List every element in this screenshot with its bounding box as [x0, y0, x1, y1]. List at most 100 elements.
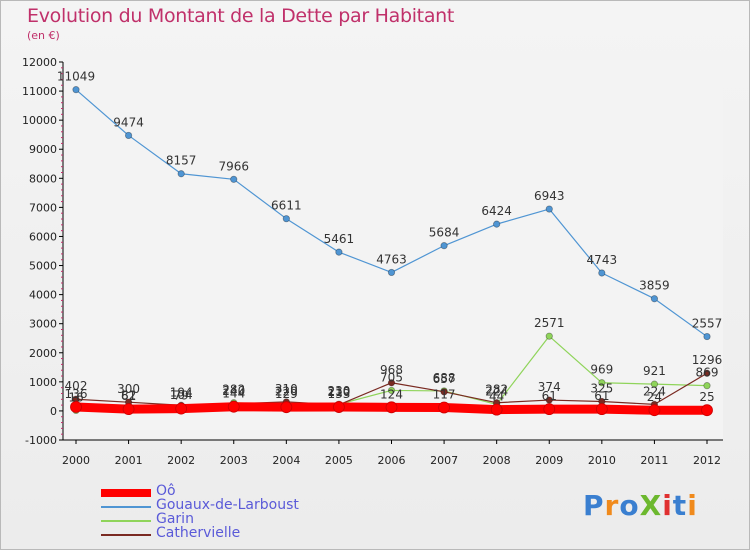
data-point-cathervielle: [387, 379, 396, 387]
data-point-garin: [387, 386, 396, 395]
legend-swatch-cathervielle: [101, 534, 151, 536]
data-label-cathervielle: 282: [485, 383, 508, 397]
y-tick-label: -1000: [25, 434, 57, 447]
data-label-garin: 230: [327, 384, 350, 398]
y-tick-label: 2000: [29, 347, 57, 360]
x-tick-label: 2002: [167, 454, 195, 467]
logo-letter: o: [619, 489, 640, 522]
data-point-o-: [385, 401, 398, 414]
data-label-cathervielle: 194: [170, 385, 193, 399]
data-label-o-: 144: [222, 387, 245, 401]
data-label-garin: 688: [433, 371, 456, 385]
logo-letter: X: [639, 489, 663, 522]
data-point-gouaux-de-larboust: [335, 248, 343, 256]
data-point-o-: [70, 401, 82, 413]
y-tick-label: 5000: [29, 260, 57, 273]
y-tick-label: 9000: [29, 143, 57, 156]
y-tick-label: 6000: [29, 230, 57, 243]
data-point-o-: [122, 403, 135, 416]
data-point-cathervielle: [440, 388, 448, 396]
data-point-garin: [703, 382, 711, 390]
chart-title: Evolution du Montant de la Dette par Hab…: [27, 5, 455, 27]
data-label-o-: 44: [489, 390, 504, 404]
y-tick-label: 8000: [29, 172, 57, 185]
x-tick-label: 2000: [62, 454, 90, 467]
data-label-gouaux-de-larboust: 7966: [218, 159, 249, 173]
y-tick-label: 7000: [29, 201, 57, 214]
data-label-gouaux-de-larboust: 8157: [166, 154, 197, 168]
logo-letter: P: [583, 489, 605, 522]
data-point-o-: [648, 404, 661, 417]
y-tick-label: 4000: [29, 289, 57, 302]
data-label-o-: 25: [699, 390, 714, 404]
data-label-garin: 921: [643, 364, 666, 378]
data-point-o-: [280, 401, 293, 414]
data-point-gouaux-de-larboust: [177, 170, 185, 178]
y-tick-label: 11000: [22, 85, 57, 98]
legend-label-o-: Oô: [156, 483, 176, 499]
data-label-garin: 705: [380, 370, 403, 384]
data-label-gouaux-de-larboust: 2557: [692, 317, 723, 331]
data-point-gouaux-de-larboust: [650, 295, 659, 303]
data-label-garin: 869: [696, 366, 719, 380]
data-label-gouaux-de-larboust: 6943: [534, 189, 565, 203]
x-tick-label: 2007: [430, 454, 458, 467]
data-label-garin: 82: [121, 389, 136, 403]
data-label-cathervielle: 300: [117, 382, 140, 396]
x-tick-label: 2012: [693, 454, 721, 467]
data-point-garin: [650, 380, 659, 388]
data-point-o-: [543, 403, 556, 416]
data-point-o-: [438, 401, 450, 414]
data-label-gouaux-de-larboust: 6424: [481, 204, 512, 218]
proxiti-logo: ProXiti: [583, 489, 698, 522]
y-tick-label: 12000: [22, 56, 57, 69]
data-label-o-: 24: [647, 390, 662, 404]
data-label-cathervielle: 968: [380, 363, 403, 377]
data-point-cathervielle: [545, 396, 553, 404]
x-tick-label: 2008: [483, 454, 511, 467]
y-tick-label: 0: [50, 405, 57, 418]
data-label-o-: 117: [433, 388, 456, 402]
x-tick-label: 2006: [378, 454, 406, 467]
legend-item-o-: Oô: [101, 483, 401, 500]
legend-item-cathervielle: Cathervielle: [101, 525, 401, 542]
legend-swatch-garin: [101, 520, 151, 522]
y-tick-label: 10000: [22, 114, 57, 127]
logo-letter: i: [687, 489, 698, 522]
data-point-o-: [175, 402, 188, 415]
x-tick-label: 2009: [535, 454, 563, 467]
data-label-cathervielle: 1296: [692, 353, 723, 367]
data-point-o-: [701, 404, 713, 417]
data-point-gouaux-de-larboust: [598, 269, 606, 277]
data-label-cathervielle: 240: [222, 384, 245, 398]
data-label-gouaux-de-larboust: 11049: [57, 70, 95, 84]
data-label-cathervielle: 310: [275, 382, 298, 396]
data-label-garin: 2571: [534, 316, 565, 330]
legend-label-cathervielle: Cathervielle: [156, 525, 241, 541]
legend-swatch-gouaux-de-larboust: [101, 506, 151, 508]
data-point-gouaux-de-larboust: [72, 86, 80, 94]
data-label-cathervielle: 402: [65, 379, 88, 393]
data-label-gouaux-de-larboust: 5684: [429, 226, 460, 240]
x-tick-label: 2004: [272, 454, 300, 467]
data-label-o-: 61: [542, 389, 557, 403]
x-tick-label: 2011: [640, 454, 668, 467]
logo-letter: r: [604, 489, 620, 522]
data-point-garin: [598, 379, 606, 387]
data-label-garin: 282: [222, 383, 245, 397]
data-point-o-: [227, 400, 240, 413]
data-label-o-: 133: [327, 387, 350, 401]
data-label-cathervielle: 374: [538, 380, 561, 394]
data-point-gouaux-de-larboust: [703, 332, 711, 341]
data-label-o-: 129: [275, 387, 298, 401]
x-tick-label: 2005: [325, 454, 353, 467]
legend-swatch-o-: [101, 489, 151, 497]
legend-label-gouaux-de-larboust: Gouaux-de-Larboust: [156, 497, 299, 513]
y-tick-label: 1000: [29, 376, 57, 389]
data-point-gouaux-de-larboust: [440, 242, 448, 250]
data-label-garin: 969: [590, 363, 613, 377]
data-label-o-: 79: [174, 389, 189, 403]
x-tick-label: 2003: [220, 454, 248, 467]
logo-letter: t: [672, 489, 688, 522]
